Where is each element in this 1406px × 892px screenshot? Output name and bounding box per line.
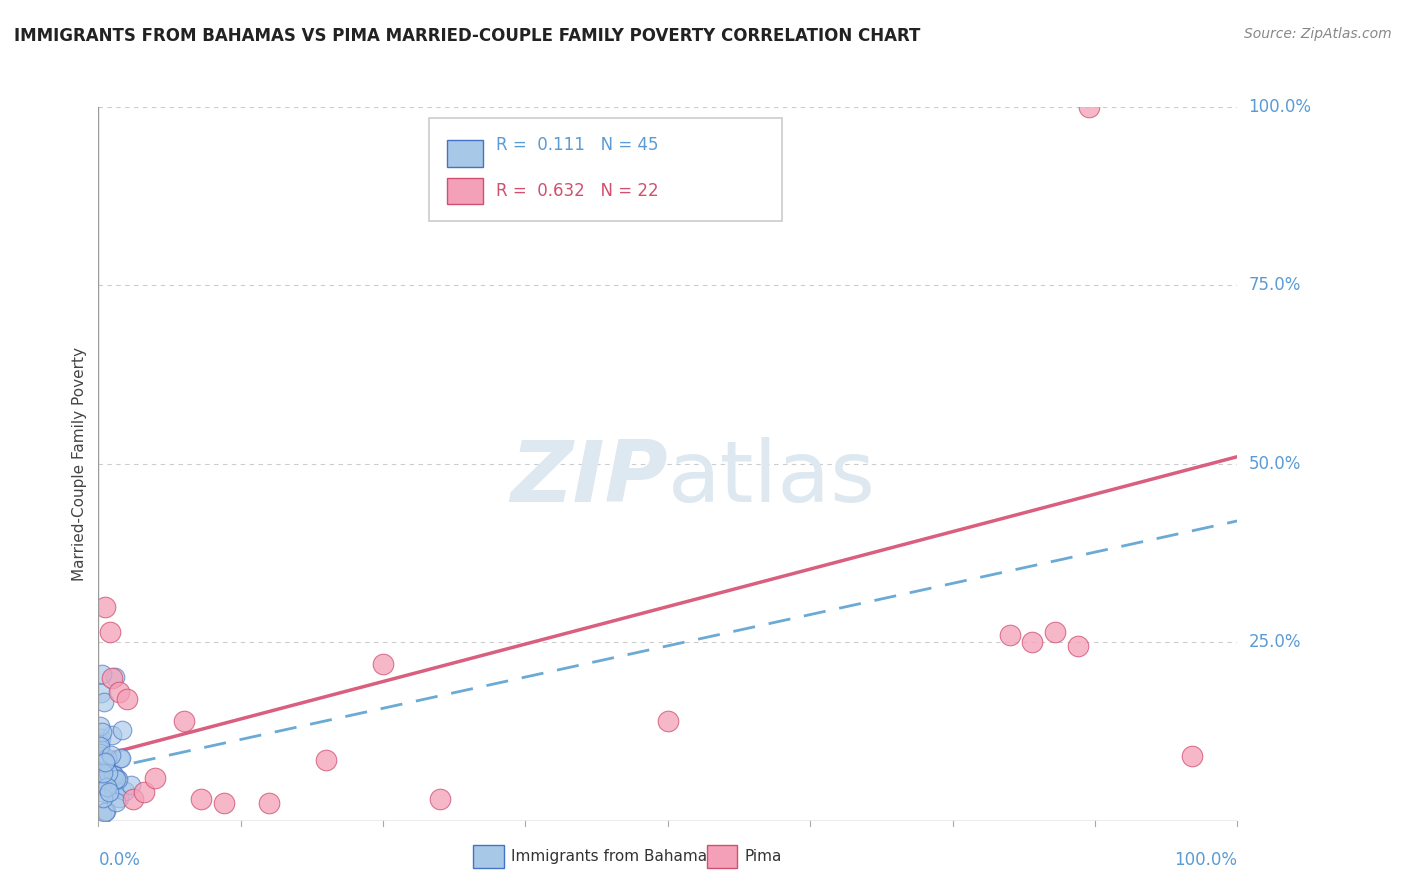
Point: [91, 790, 114, 805]
Point: [94, 755, 117, 769]
Point: [97, 764, 120, 779]
Point: [114, 784, 136, 798]
Point: [91, 666, 114, 681]
Text: 100.0%: 100.0%: [1174, 851, 1237, 869]
FancyBboxPatch shape: [447, 140, 484, 167]
Point: [91, 724, 114, 739]
Point: [121, 792, 143, 806]
Point: [93, 756, 115, 770]
Text: Immigrants from Bahamas: Immigrants from Bahamas: [510, 849, 714, 863]
Point: [98, 624, 121, 639]
Point: [94, 805, 117, 819]
Point: [101, 768, 124, 782]
Point: [97, 777, 120, 791]
Text: Source: ZipAtlas.com: Source: ZipAtlas.com: [1244, 27, 1392, 41]
Point: [90, 686, 112, 700]
Text: R =  0.632   N = 22: R = 0.632 N = 22: [496, 182, 658, 200]
Text: atlas: atlas: [668, 436, 876, 520]
Point: [98, 785, 121, 799]
Point: [94, 599, 117, 614]
FancyBboxPatch shape: [447, 178, 484, 204]
Point: [315, 753, 337, 767]
Point: [103, 783, 125, 797]
Point: [90, 731, 112, 745]
Point: [89, 739, 111, 754]
Point: [657, 714, 679, 728]
Point: [91, 752, 114, 766]
Point: [107, 772, 129, 786]
FancyBboxPatch shape: [472, 845, 503, 868]
Point: [91, 808, 114, 822]
Point: [115, 692, 138, 706]
Point: [101, 671, 124, 685]
Point: [90, 778, 112, 792]
Point: [104, 772, 127, 787]
Point: [120, 778, 142, 792]
Text: IMMIGRANTS FROM BAHAMAS VS PIMA MARRIED-COUPLE FAMILY POVERTY CORRELATION CHART: IMMIGRANTS FROM BAHAMAS VS PIMA MARRIED-…: [14, 27, 921, 45]
Point: [190, 792, 212, 806]
Point: [110, 751, 132, 765]
Point: [89, 741, 111, 756]
Point: [1078, 100, 1101, 114]
Text: Pima: Pima: [744, 849, 782, 863]
Point: [108, 685, 131, 699]
Point: [104, 670, 127, 684]
Point: [1067, 639, 1090, 653]
Point: [105, 795, 128, 809]
Point: [145, 771, 167, 785]
Text: 0.0%: 0.0%: [98, 851, 141, 869]
Text: 100.0%: 100.0%: [1249, 98, 1312, 116]
Point: [1043, 624, 1066, 639]
Point: [100, 748, 122, 763]
Text: 50.0%: 50.0%: [1249, 455, 1301, 473]
Point: [108, 751, 131, 765]
Point: [89, 746, 111, 760]
Point: [89, 736, 111, 750]
Point: [96, 769, 118, 783]
Point: [103, 768, 125, 782]
Point: [101, 767, 124, 781]
Text: 75.0%: 75.0%: [1249, 277, 1301, 294]
Point: [1021, 635, 1043, 649]
Point: [173, 714, 195, 728]
Point: [96, 751, 118, 765]
Point: [100, 728, 122, 742]
Point: [212, 796, 235, 810]
Point: [91, 765, 114, 780]
Point: [1181, 749, 1204, 764]
Point: [89, 719, 111, 733]
Point: [93, 695, 115, 709]
Point: [429, 792, 451, 806]
Point: [94, 805, 117, 819]
Point: [132, 785, 155, 799]
FancyBboxPatch shape: [707, 845, 737, 868]
FancyBboxPatch shape: [429, 118, 782, 221]
Point: [89, 785, 111, 799]
Y-axis label: Married-Couple Family Poverty: Married-Couple Family Poverty: [72, 347, 87, 581]
Point: [93, 772, 115, 787]
Point: [96, 780, 118, 794]
Text: ZIP: ZIP: [510, 436, 668, 520]
Point: [111, 723, 134, 737]
Point: [371, 657, 394, 671]
Point: [105, 772, 128, 786]
Point: [998, 628, 1021, 642]
Point: [259, 796, 281, 810]
Text: R =  0.111   N = 45: R = 0.111 N = 45: [496, 136, 658, 154]
Point: [97, 766, 120, 780]
Point: [107, 791, 129, 805]
Text: 25.0%: 25.0%: [1249, 633, 1301, 651]
